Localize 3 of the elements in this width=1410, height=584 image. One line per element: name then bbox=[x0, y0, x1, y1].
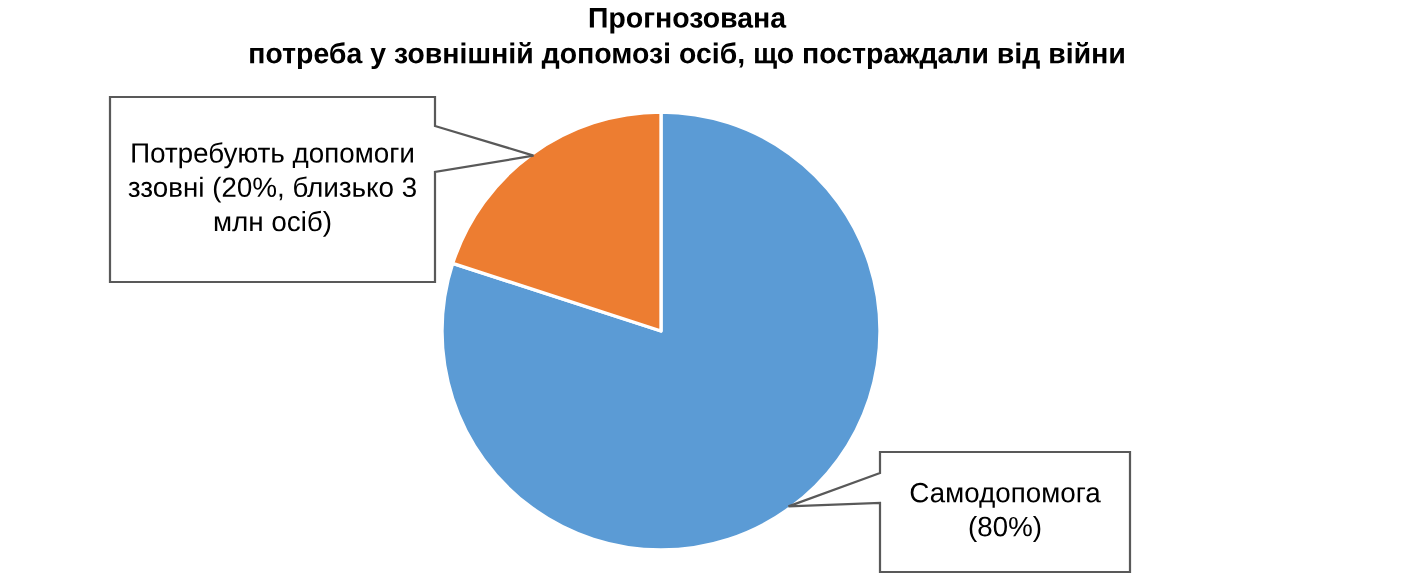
chart-title: Прогнозована потреба у зовнішній допомозі осіб, що постраждали від війни bbox=[250, 7, 1124, 70]
slice-label: Самодопомога (80%) bbox=[910, 482, 1101, 542]
slice-label: Потребують допомоги ззовні (20%, близько 3 млн осіб) bbox=[128, 142, 416, 237]
